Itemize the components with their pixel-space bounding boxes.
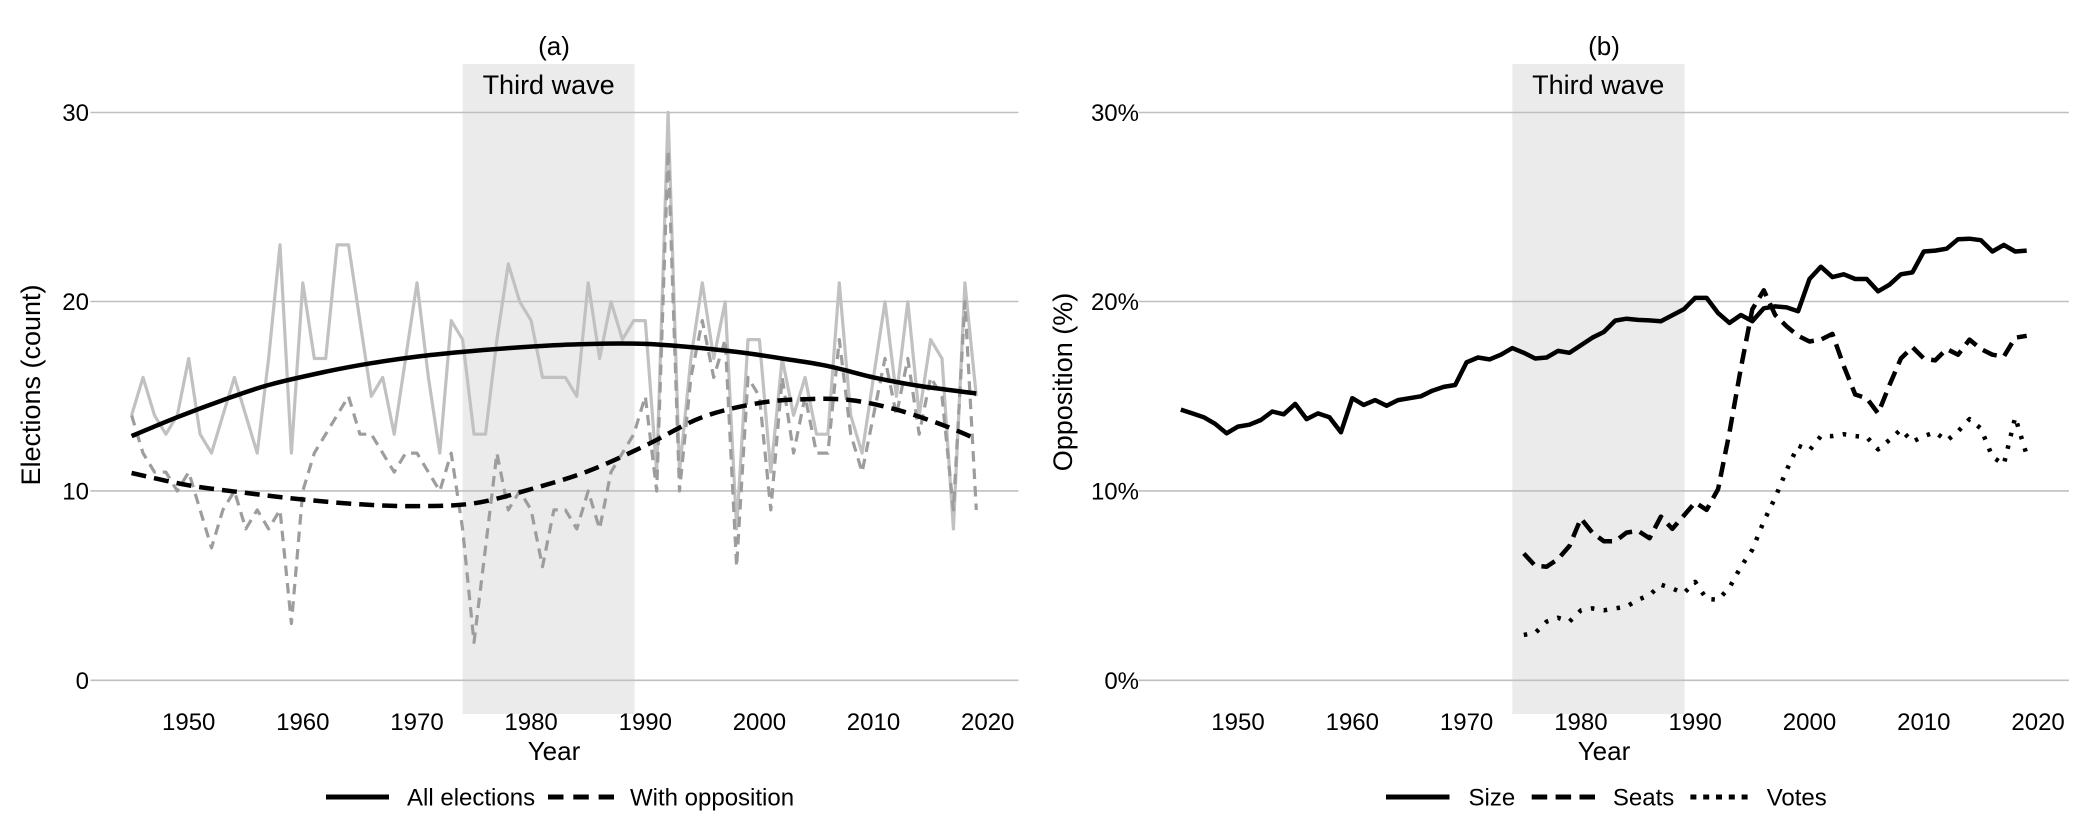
svg-text:1960: 1960 (276, 709, 329, 736)
svg-text:1970: 1970 (390, 709, 443, 736)
svg-text:1960: 1960 (1326, 709, 1379, 736)
svg-text:30: 30 (62, 100, 89, 127)
svg-text:30%: 30% (1091, 100, 1139, 127)
svg-text:0%: 0% (1104, 668, 1139, 695)
svg-text:All elections: All elections (407, 785, 535, 812)
svg-text:(a): (a) (538, 31, 570, 61)
svg-text:0: 0 (76, 668, 89, 695)
svg-text:1980: 1980 (504, 709, 557, 736)
svg-text:20: 20 (62, 289, 89, 316)
svg-text:Opposition (%): Opposition (%) (1048, 293, 1078, 472)
svg-text:10: 10 (62, 478, 89, 505)
svg-text:1950: 1950 (1211, 709, 1264, 736)
svg-text:2020: 2020 (961, 709, 1014, 736)
svg-text:Third wave: Third wave (1532, 70, 1664, 100)
svg-text:2000: 2000 (1783, 709, 1836, 736)
svg-text:With opposition: With opposition (630, 785, 794, 812)
svg-text:1990: 1990 (619, 709, 672, 736)
svg-text:1980: 1980 (1554, 709, 1607, 736)
svg-text:Seats: Seats (1613, 785, 1674, 812)
svg-text:Year: Year (528, 736, 581, 766)
svg-text:1990: 1990 (1669, 709, 1722, 736)
svg-text:2010: 2010 (847, 709, 900, 736)
svg-text:(b): (b) (1588, 31, 1620, 61)
svg-text:1970: 1970 (1440, 709, 1493, 736)
svg-text:Votes: Votes (1767, 785, 1827, 812)
svg-text:2000: 2000 (733, 709, 786, 736)
svg-text:10%: 10% (1091, 478, 1139, 505)
svg-text:2010: 2010 (1897, 709, 1950, 736)
svg-text:Size: Size (1469, 785, 1516, 812)
svg-text:Third wave: Third wave (483, 70, 615, 100)
svg-text:2020: 2020 (2011, 709, 2064, 736)
svg-text:20%: 20% (1091, 289, 1139, 316)
svg-text:Year: Year (1578, 736, 1631, 766)
svg-text:Elections (count): Elections (count) (16, 284, 46, 485)
svg-text:1950: 1950 (162, 709, 215, 736)
